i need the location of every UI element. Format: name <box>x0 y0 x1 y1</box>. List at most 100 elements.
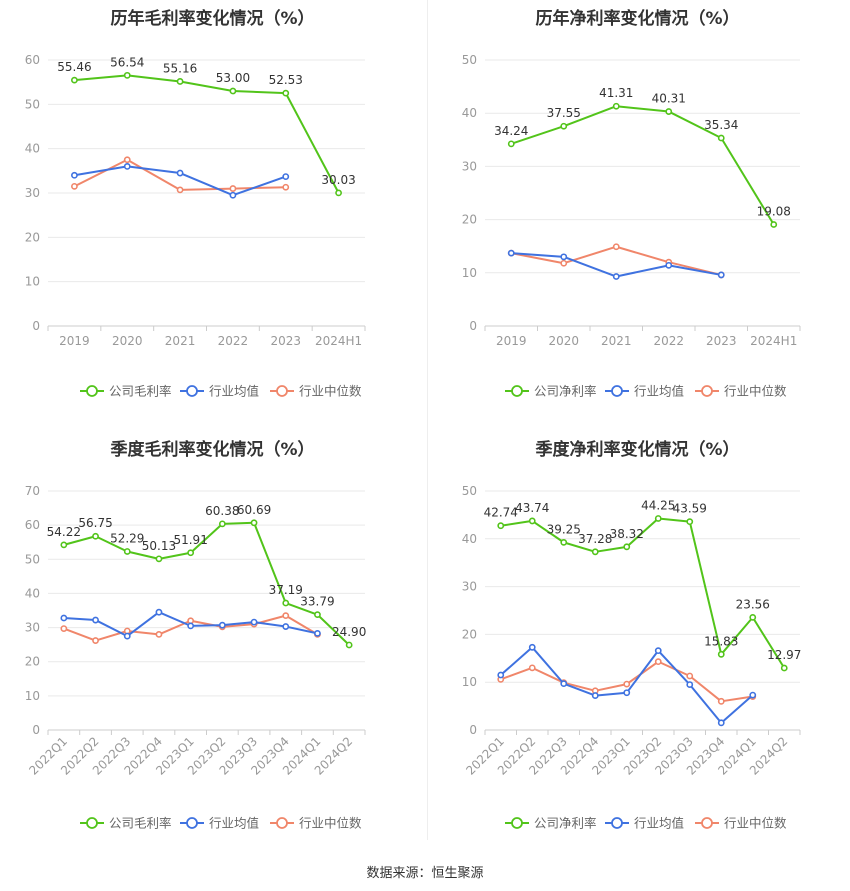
data-source: 数据来源：恒生聚源 <box>366 866 484 881</box>
legend-label: 行业中位数 <box>724 384 787 399</box>
data-point <box>528 664 536 672</box>
y-tick-label: 50 <box>25 97 40 111</box>
data-label: 12.97 <box>767 648 801 662</box>
data-label: 39.25 <box>547 522 581 536</box>
y-tick-label: 40 <box>25 142 40 156</box>
data-label: 55.16 <box>163 61 197 75</box>
data-point <box>686 681 694 688</box>
data-point <box>282 89 290 97</box>
y-tick-label: 70 <box>25 484 40 498</box>
panel-quarterly-gross-margin: 季度毛利率变化情况（%） 0 10 20 30 40 50 60 70 2022Q1 2022Q2… <box>0 430 425 860</box>
data-label: 37.55 <box>547 106 581 120</box>
legend-swatch-marker <box>276 817 288 829</box>
data-point <box>560 253 568 261</box>
annual-gross-margin-chart: 0 10 20 30 40 50 60 2019 2020 2021 2022 2023 2024H1 5… <box>25 53 366 399</box>
y-tick-label: 20 <box>462 213 477 227</box>
data-label: 56.75 <box>78 516 112 530</box>
legend-swatch-marker <box>701 817 713 829</box>
legend-swatch-marker <box>511 817 523 829</box>
legend-label: 公司净利率 <box>534 384 597 399</box>
data-point <box>282 599 290 607</box>
data-point <box>123 548 131 555</box>
data-point <box>282 623 290 630</box>
data-point <box>155 555 163 563</box>
y-tick-label: 10 <box>462 266 477 280</box>
data-point <box>282 612 290 620</box>
y-tick-label: 0 <box>469 723 477 737</box>
y-tick-label: 0 <box>32 723 40 737</box>
y-tick-label: 20 <box>25 230 40 244</box>
annual-net-margin-chart: 0 10 20 30 40 50 2019 2020 2021 2022 2023 2024H1 34.… <box>462 53 801 399</box>
data-point <box>560 259 568 267</box>
chart-title: 历年净利率变化情况（%） <box>535 9 740 29</box>
legend-swatch-marker <box>701 385 713 397</box>
series-line <box>74 74 340 194</box>
data-point <box>623 689 631 697</box>
data-point <box>229 87 237 95</box>
legend-label: 行业均值 <box>209 816 259 831</box>
data-point <box>780 664 788 672</box>
data-point <box>717 134 725 142</box>
data-label: 19.08 <box>757 204 791 218</box>
data-label: 37.28 <box>578 532 612 546</box>
x-tick-label: 2022 <box>653 334 684 348</box>
data-point <box>560 538 568 546</box>
data-label: 60.69 <box>237 503 271 517</box>
data-point <box>497 522 505 530</box>
data-point <box>665 261 673 269</box>
quarterly-net-margin-chart: 010203040502022Q12022Q22022Q32022Q42023Q… <box>462 484 802 831</box>
series-line <box>510 105 775 226</box>
data-point <box>560 680 568 688</box>
data-point <box>497 671 505 679</box>
y-tick-label: 50 <box>25 552 40 566</box>
data-label: 33.79 <box>300 595 334 609</box>
data-label: 24.90 <box>332 625 366 639</box>
y-tick-label: 20 <box>25 655 40 669</box>
data-point <box>282 173 290 180</box>
chart-title: 季度毛利率变化情况（%） <box>110 440 315 460</box>
data-label: 23.56 <box>736 597 770 611</box>
data-point <box>92 616 99 624</box>
x-tick-label: 2022 <box>218 334 249 348</box>
legend-label: 公司毛利率 <box>109 816 172 831</box>
data-point <box>507 249 515 257</box>
x-tick-label: 2021 <box>165 334 196 348</box>
data-label: 52.29 <box>110 531 144 545</box>
data-label: 52.53 <box>269 73 303 87</box>
data-point <box>314 629 321 637</box>
data-point <box>60 541 68 549</box>
x-tick-label: 2019 <box>496 334 527 348</box>
data-point <box>749 613 757 621</box>
data-point <box>176 78 184 85</box>
legend-swatch-marker <box>611 385 623 397</box>
data-label: 37.19 <box>269 583 303 597</box>
data-point <box>155 630 163 638</box>
data-point <box>665 108 673 115</box>
data-label: 54.22 <box>47 525 81 539</box>
data-point <box>686 672 694 680</box>
data-point <box>717 719 725 727</box>
data-point <box>176 186 184 194</box>
data-point <box>717 650 725 658</box>
panel-annual-gross-margin: 历年毛利率变化情况（%） 0 10 20 30 40 50 60 2019 2020 2021 20… <box>0 0 425 430</box>
x-tick-label: 2023 <box>270 334 301 348</box>
data-point <box>92 637 99 644</box>
y-tick-label: 30 <box>462 580 477 594</box>
legend-swatch-marker <box>186 385 198 397</box>
data-point <box>654 658 662 666</box>
legend-label: 行业中位数 <box>299 384 362 399</box>
data-point <box>123 71 131 79</box>
data-point <box>176 169 184 177</box>
legend-swatch-marker <box>86 385 98 397</box>
data-point <box>612 102 620 110</box>
data-point <box>250 618 258 626</box>
data-label: 51.91 <box>173 533 207 547</box>
data-point <box>155 608 163 616</box>
data-label: 15.83 <box>704 634 738 648</box>
chart-title: 季度净利率变化情况（%） <box>535 440 740 460</box>
y-tick-label: 20 <box>462 627 477 641</box>
data-point <box>591 692 599 699</box>
data-label: 55.46 <box>57 60 91 74</box>
series-line <box>63 521 350 646</box>
data-point <box>218 621 226 629</box>
